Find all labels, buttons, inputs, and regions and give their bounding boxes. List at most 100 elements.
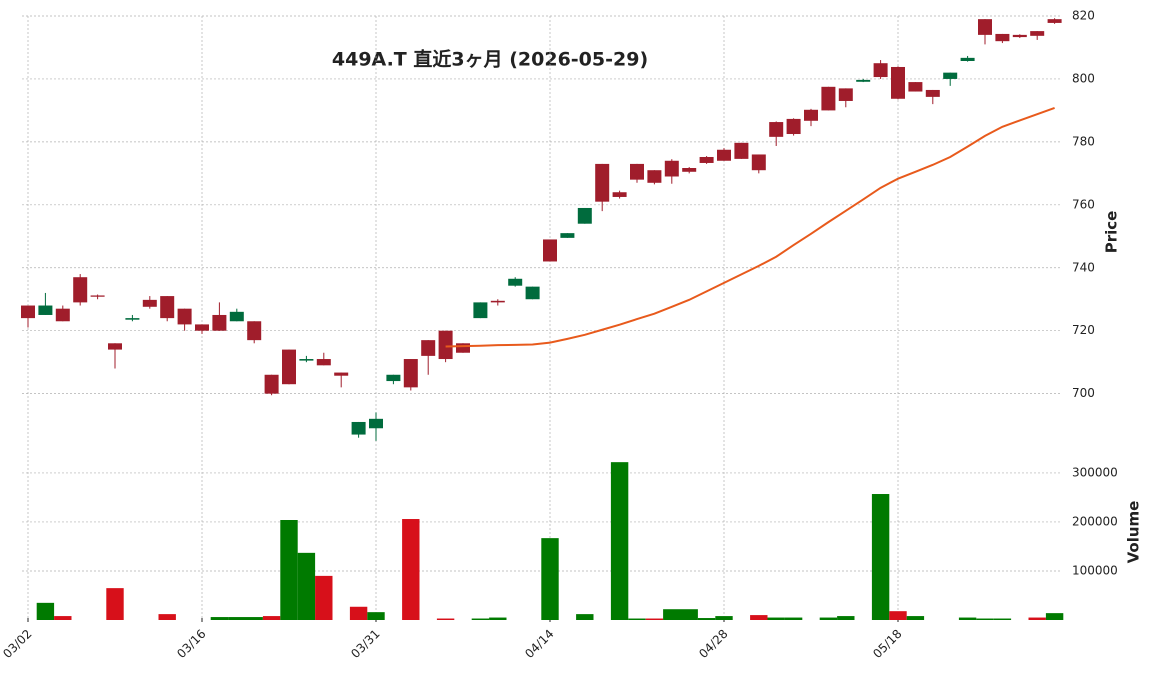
volume-bar [228,617,246,620]
volume-bar [976,618,994,620]
y-axis-label: Volume [1125,501,1143,564]
candle-body [508,278,523,286]
candle-body [1030,31,1045,36]
candle-body [630,163,644,180]
volume-bar [349,606,368,620]
x-tick-label: 03/16 [174,627,208,661]
candle-body [160,296,175,319]
candle-body [282,349,296,385]
volume-bar [715,616,733,620]
candle-body [21,305,35,319]
volume-bar [819,617,838,620]
candle-body [595,163,610,202]
candle-body [769,122,784,137]
volume-bar [54,616,72,620]
volume-bar [36,602,55,620]
candle-body [751,154,766,171]
volume-bar [106,588,124,620]
candle-body [925,89,940,97]
candle-body [577,207,592,224]
volume-bar [471,618,490,620]
y-tick-label: 780 [1072,134,1095,148]
candle-body [55,308,70,322]
candle-body [699,156,714,163]
volume-bar [871,494,890,620]
candle-body [612,192,627,197]
volume-bar [489,617,507,620]
volume-bar [315,575,333,620]
candle-body [1047,19,1062,23]
candle-body [891,66,905,99]
candle-body [908,82,923,92]
x-tick-label: 05/18 [870,627,904,661]
candle-body [734,142,749,159]
candle-body [369,418,383,429]
volume-bar [210,617,229,620]
volume-bar [750,615,768,620]
volume-bar [436,618,455,620]
volume-bar [367,612,385,620]
volume-bar [245,617,263,620]
candle-body [125,318,140,320]
candle-body [334,372,349,376]
x-tick-label: 04/28 [696,627,730,661]
volume-bar [663,609,681,620]
candle-body [804,109,818,121]
volume-bar [906,616,925,620]
y-tick-label: 820 [1072,9,1095,23]
candle-body [717,149,731,161]
volume-bar [645,618,664,620]
candle-body [943,72,958,79]
candle-body [682,168,697,172]
candle-body [978,19,992,35]
volume-bar [697,618,716,620]
candle-body [647,170,662,183]
candle-body [438,330,453,360]
candle-body [264,374,279,394]
y-tick-label: 800 [1072,71,1095,85]
volume-bar [1045,613,1064,620]
candle-body [229,311,244,322]
y-axis-label: Price [1103,211,1121,254]
candle-body [456,343,470,353]
candle-body [873,63,888,78]
volume-bar [889,611,907,620]
volume-bar [680,609,698,620]
candle-body [403,359,418,388]
candle-body [1012,34,1027,38]
y-tick-label: 700 [1072,386,1095,400]
volume-bar [576,614,594,620]
y-tick-label: 200000 [1072,514,1118,528]
volume-bar [262,616,281,620]
candle-body [38,305,53,315]
candle-body [316,359,331,366]
y-tick-label: 760 [1072,197,1095,211]
volume-bar [402,519,420,620]
candle-body [560,233,575,238]
candle-body [212,314,227,331]
volume-bar [297,552,316,620]
y-tick-label: 740 [1072,260,1095,274]
volume-bar [541,538,559,620]
y-tick-label: 300000 [1072,465,1118,479]
x-tick-label: 03/31 [348,627,382,661]
volume-bar [628,618,646,620]
candle-body [821,86,836,111]
volume-bar [767,617,785,620]
candle-body [786,118,801,135]
candle-body [995,33,1010,42]
volume-bar [958,617,977,620]
volume-bar [784,617,803,620]
candle-body [664,160,679,177]
candle-body [386,374,401,382]
candle-body [960,57,975,62]
candle-body [490,300,505,303]
candle-body [838,88,853,101]
volume-bar [837,616,855,620]
candle-body [90,295,105,297]
volume-bar [993,618,1012,620]
volume-bar [280,520,298,620]
candle-body [299,359,314,361]
